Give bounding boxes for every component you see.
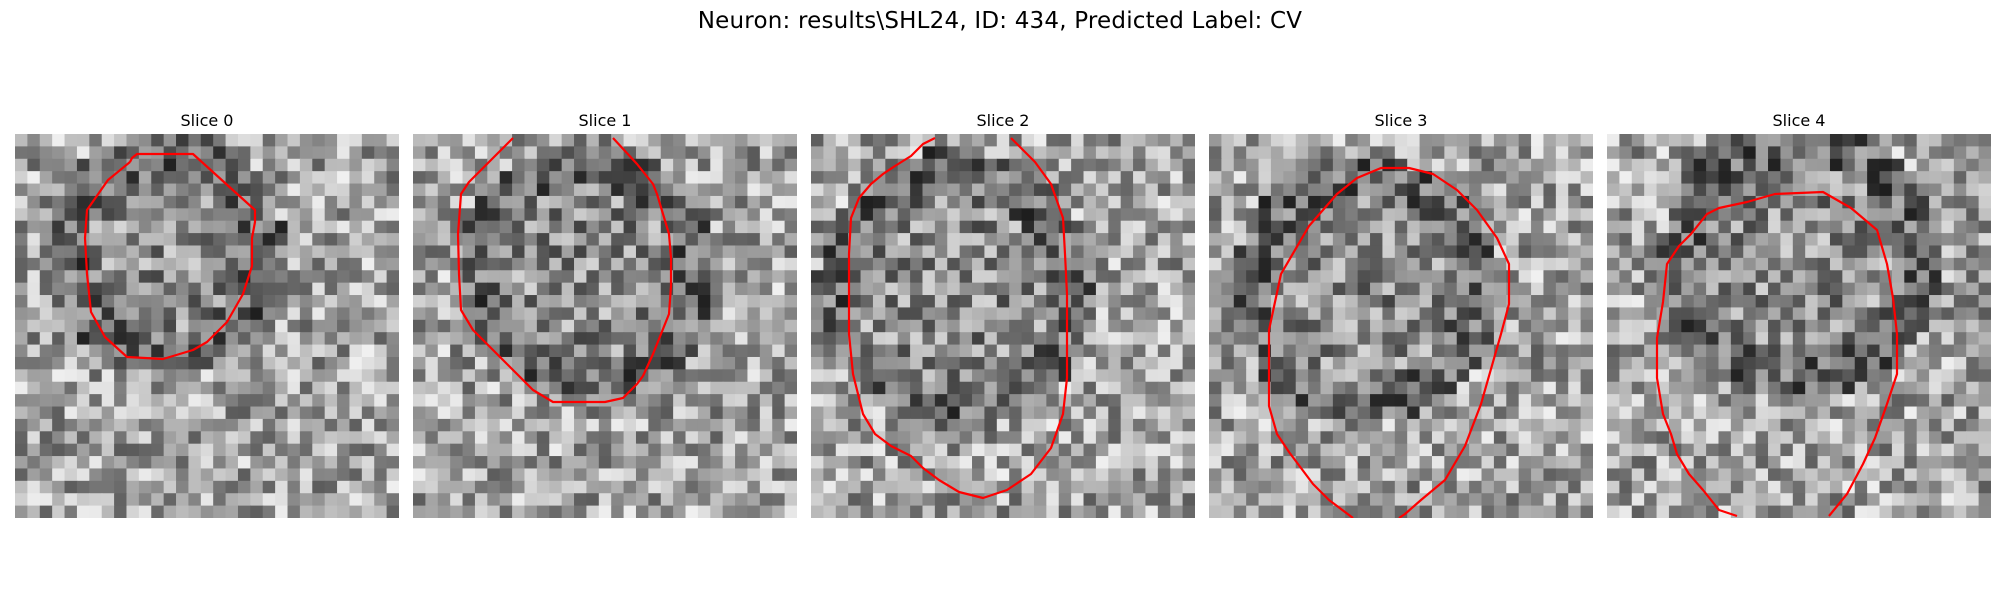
slice-panel-4: Slice 4 (1607, 108, 1991, 518)
slice-image-3 (1209, 134, 1593, 518)
slice-panel-1: Slice 1 (413, 108, 797, 518)
slice-image-0 (15, 134, 399, 518)
slice-title: Slice 0 (180, 111, 234, 130)
slice-title: Slice 2 (976, 111, 1030, 130)
cell-outline (456, 137, 673, 404)
slice-image-4 (1607, 134, 1991, 518)
cell-outline (1267, 166, 1511, 518)
slice-image-2 (811, 134, 1195, 518)
slice-title: Slice 3 (1374, 111, 1428, 130)
cell-outline (1655, 190, 1899, 518)
slice-title: Slice 1 (578, 111, 632, 130)
slice-panel-3: Slice 3 (1209, 108, 1593, 518)
cell-outline (847, 137, 1069, 500)
slice-panel-0: Slice 0 (15, 108, 399, 518)
slice-image-1 (413, 134, 797, 518)
figure-title: Neuron: results\SHL24, ID: 434, Predicte… (697, 8, 1303, 34)
slice-panel-2: Slice 2 (811, 108, 1195, 518)
slice-title: Slice 4 (1772, 111, 1826, 130)
cell-outline (83, 152, 257, 361)
